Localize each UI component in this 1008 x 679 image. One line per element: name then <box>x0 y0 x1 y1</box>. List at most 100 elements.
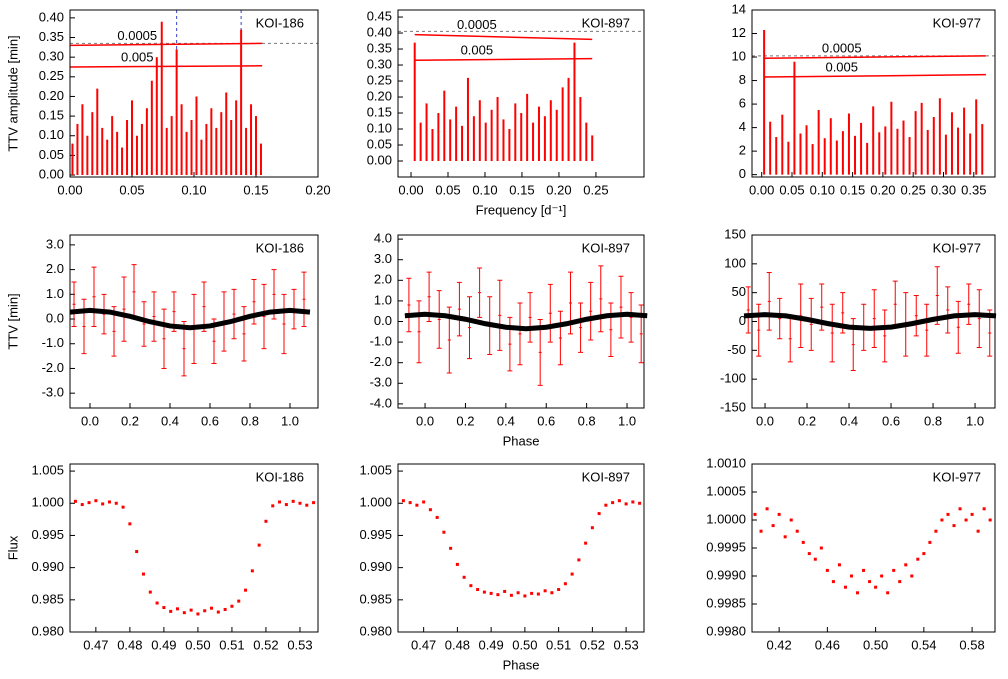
y-tick-label: 1.0 <box>46 286 64 301</box>
error-bar <box>966 283 972 325</box>
data-point <box>849 574 853 578</box>
error-bar <box>416 300 422 364</box>
y-tick-label: 2.0 <box>374 272 392 287</box>
error-bar <box>91 266 97 327</box>
error-bar <box>945 286 951 334</box>
error-bar <box>777 297 783 340</box>
plot-frame <box>69 463 319 633</box>
x-axis-label: Frequency [d⁻¹] <box>476 202 567 217</box>
x-tick-label: 0.00 <box>749 182 774 197</box>
error-bar <box>497 279 503 351</box>
data-point <box>223 607 227 611</box>
y-tick-label: 2.0 <box>46 261 64 276</box>
x-tick-label: 0.50 <box>512 637 537 652</box>
x-tick-label: 0.25 <box>901 182 926 197</box>
y-tick-label: -1.0 <box>42 335 64 350</box>
y-tick-label: 0.985 <box>359 591 392 606</box>
data-point <box>496 593 500 597</box>
y-tick-label: 8 <box>739 72 746 87</box>
data-point <box>271 504 275 508</box>
x-tick-label: 0.8 <box>241 413 259 428</box>
data-point <box>114 501 118 505</box>
y-tick-label: 0 <box>739 166 746 181</box>
y-tick-label: 1.0010 <box>706 455 746 470</box>
data-point <box>892 568 896 572</box>
data-point <box>856 591 860 595</box>
error-bar <box>871 289 877 348</box>
panel-label: KOI-977 <box>933 240 981 255</box>
data-point <box>874 585 878 589</box>
data-point <box>597 512 601 516</box>
data-point <box>176 607 180 611</box>
x-tick-label: 0.49 <box>151 637 176 652</box>
panel-label: KOI-897 <box>582 240 630 255</box>
y-tick-label: 50 <box>732 284 746 299</box>
x-tick-label: 0.20 <box>870 182 895 197</box>
y-tick-label: 0.35 <box>39 29 64 44</box>
error-bar <box>547 283 553 343</box>
data-point <box>976 529 980 533</box>
data-point <box>557 588 561 592</box>
data-point <box>584 541 588 545</box>
x-tick-label: 0.35 <box>961 182 986 197</box>
error-bar <box>745 286 751 334</box>
y-tick-label: 1.000 <box>359 495 392 510</box>
data-point <box>257 543 261 547</box>
x-tick-label: 0.2 <box>456 413 474 428</box>
error-bar <box>507 316 513 372</box>
error-bar <box>231 288 237 340</box>
x-tick-label: 0.50 <box>185 637 210 652</box>
error-bar <box>934 266 940 325</box>
fit-curve <box>743 312 997 331</box>
data-point <box>80 503 84 507</box>
data-point <box>904 563 908 567</box>
data-point <box>216 610 220 614</box>
data-point <box>970 512 974 516</box>
data-point <box>862 568 866 572</box>
x-tick-label: 0.8 <box>924 413 942 428</box>
x-tick-label: 0.10 <box>810 182 835 197</box>
y-tick-label: -2.0 <box>370 354 392 369</box>
error-bar <box>798 283 804 348</box>
data-point <box>162 606 166 610</box>
x-tick-label: 0.30 <box>931 182 956 197</box>
y-tick-label: 0.25 <box>367 72 392 87</box>
threshold-line <box>414 33 593 41</box>
panel-label: KOI-186 <box>256 240 304 255</box>
y-tick-label: -2.0 <box>42 360 64 375</box>
y-tick-label: -50 <box>727 342 746 357</box>
panel-label: KOI-897 <box>582 469 630 484</box>
data-point <box>783 535 787 539</box>
x-tick-label: 0.8 <box>578 413 596 428</box>
data-point <box>148 590 152 594</box>
data-point <box>765 507 769 511</box>
x-tick-label: 0.47 <box>411 637 436 652</box>
data-point <box>312 501 316 505</box>
data-point <box>401 499 405 503</box>
data-point <box>203 609 207 613</box>
threshold-line <box>764 73 986 78</box>
data-point <box>482 590 486 594</box>
x-tick-label: 0.00 <box>57 182 82 197</box>
x-tick-label: 0.53 <box>287 637 312 652</box>
y-axis-label: TTV amplitude [min] <box>5 35 20 151</box>
error-bar <box>456 281 462 337</box>
x-tick-label: 0.15 <box>509 182 534 197</box>
error-bar <box>131 264 137 320</box>
y-tick-label: 4 <box>739 119 746 134</box>
panel-label: KOI-186 <box>256 15 304 30</box>
y-tick-label: 0.40 <box>367 24 392 39</box>
data-point <box>940 518 944 522</box>
y-tick-label: 0.985 <box>31 591 64 606</box>
y-tick-label: 0.9990 <box>706 567 746 582</box>
y-tick-label: 0.00 <box>367 152 392 167</box>
data-point <box>237 599 241 603</box>
y-tick-label: 4.0 <box>374 231 392 246</box>
error-bar <box>618 275 624 339</box>
plot-frame <box>397 9 645 178</box>
data-point <box>952 524 956 528</box>
error-bar <box>271 269 277 320</box>
error-bar <box>446 306 452 374</box>
y-tick-label: 14 <box>732 1 746 16</box>
x-tick-label: 0.2 <box>798 413 816 428</box>
